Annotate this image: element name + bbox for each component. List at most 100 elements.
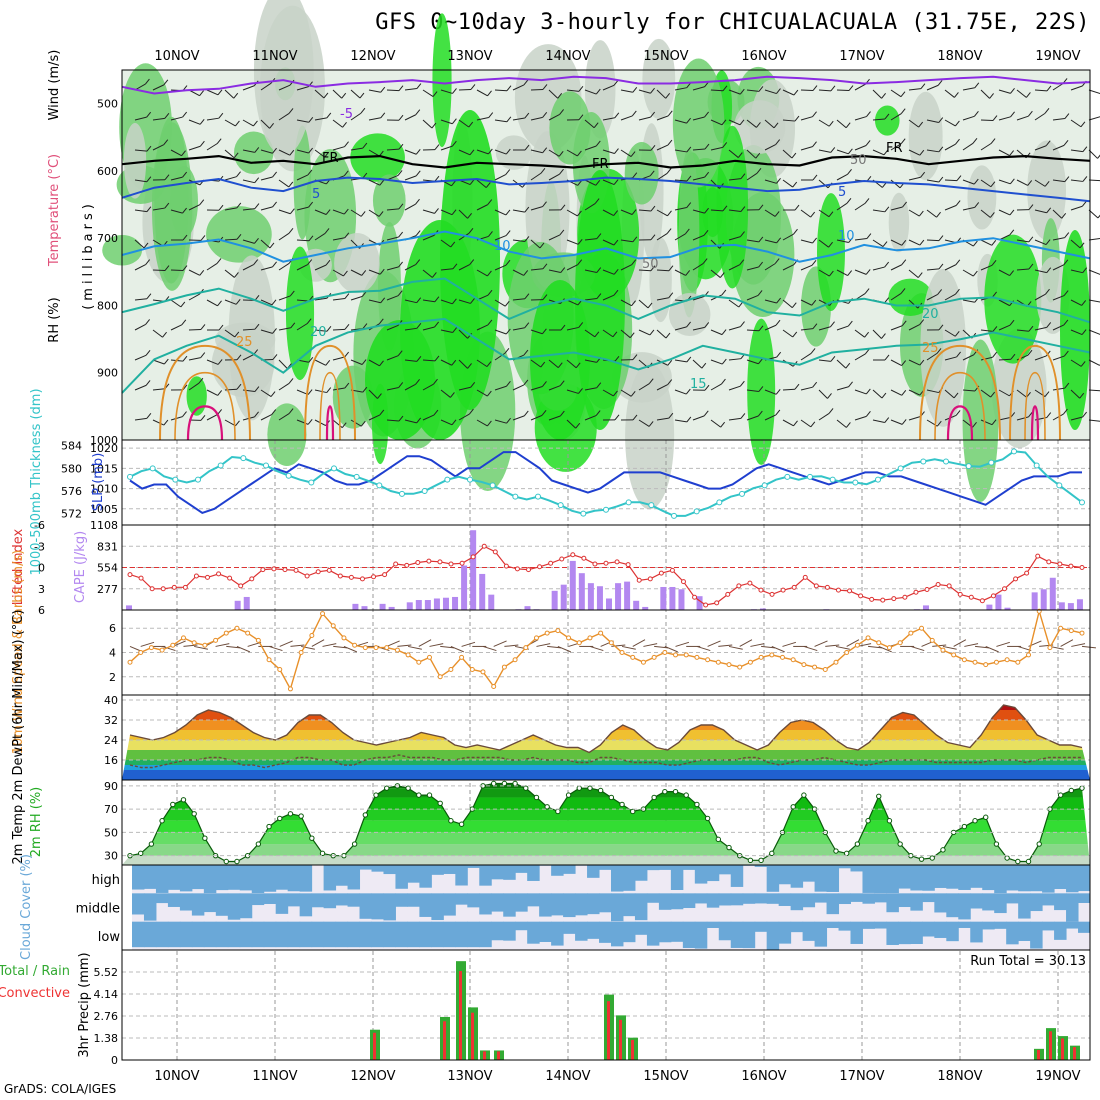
rh-patch xyxy=(920,268,967,427)
wind-barb-flag xyxy=(758,358,763,365)
lifted-marker xyxy=(127,572,133,578)
wind-marker xyxy=(448,667,454,672)
wind-barb xyxy=(134,239,145,249)
convective-bar xyxy=(619,1019,622,1060)
wind-barb-flag xyxy=(254,386,260,392)
wind-barb xyxy=(152,207,165,211)
wind-barb xyxy=(800,419,812,428)
thickness-marker xyxy=(240,455,247,462)
wind-barb-flag xyxy=(882,241,888,247)
cape-bar xyxy=(1004,607,1011,610)
wind-barb-flag xyxy=(812,323,818,329)
contour-label: FR xyxy=(886,141,903,156)
wind-barb xyxy=(566,209,578,217)
wind-barb-flag xyxy=(182,171,188,178)
wind-barb-flag xyxy=(791,152,797,159)
wind-barb xyxy=(854,329,865,338)
wind-barb xyxy=(674,87,687,91)
lifted-tick: -6 xyxy=(34,519,45,532)
lifted-marker xyxy=(614,559,620,565)
wind-barb-flag xyxy=(649,170,655,177)
top-day-label: 11NOV xyxy=(252,49,297,64)
wind-barb xyxy=(1070,239,1081,249)
wind-barb xyxy=(620,299,632,307)
wind-barb-flag xyxy=(397,170,403,176)
wind-barb xyxy=(224,419,236,427)
bottom-day-label: 18NOV xyxy=(937,1069,982,1084)
wind-barb xyxy=(314,89,325,99)
wind-barb-flag xyxy=(559,109,565,115)
temp-tick: 16 xyxy=(104,754,118,767)
wind-barb xyxy=(800,386,813,391)
wind-barb-flag xyxy=(362,172,368,179)
wind-marker xyxy=(148,645,154,651)
wind-barb xyxy=(1016,89,1027,98)
rh-patch xyxy=(495,135,533,170)
convective-bar xyxy=(631,1039,634,1060)
wind-barb-flag xyxy=(433,378,438,385)
wind-barb xyxy=(224,269,235,278)
wind-barb xyxy=(818,269,830,277)
wind-barb xyxy=(512,269,524,276)
wind-barb xyxy=(710,239,720,249)
wind-barb-flag xyxy=(200,352,206,358)
wind-barb xyxy=(386,148,400,151)
lifted-marker xyxy=(514,566,520,572)
wind-barb-flag xyxy=(830,147,836,153)
wind-barb-flag xyxy=(1046,85,1052,92)
wind-marker xyxy=(940,647,946,653)
wind-barb-flag xyxy=(434,144,440,150)
top-day-label: 15NOV xyxy=(643,49,688,64)
lifted-marker xyxy=(481,543,487,549)
wind-barb-flag xyxy=(236,202,242,209)
wind-tick: 2 xyxy=(109,671,116,684)
rh-marker xyxy=(704,815,711,822)
wind-barb xyxy=(926,119,939,124)
wind-barb-flag xyxy=(506,380,511,387)
wind-barb-flag xyxy=(254,203,260,209)
cloud-cell xyxy=(311,893,325,908)
wind-barb xyxy=(656,144,669,151)
wind-barb-flag xyxy=(881,392,887,399)
wind-barb xyxy=(980,179,992,188)
wind-barb-flag xyxy=(758,261,764,268)
wind-barb xyxy=(278,179,290,188)
wind-barb-flag xyxy=(541,328,547,335)
wind-barb-flag xyxy=(326,387,332,393)
cloud-cell xyxy=(503,921,516,941)
wind-barb-flag xyxy=(343,270,348,277)
wind-marker xyxy=(651,654,657,660)
cloud-cell xyxy=(323,921,337,948)
wind-barb-flag xyxy=(936,420,942,427)
wind-barb xyxy=(1052,209,1063,219)
wind-barb xyxy=(782,89,795,96)
isotherm-25 xyxy=(159,344,251,441)
rh-marker xyxy=(854,841,861,847)
wind-barb-flag xyxy=(216,258,222,264)
wind-barb xyxy=(332,419,343,429)
wind-barb-flag xyxy=(955,138,960,145)
cloud-cell xyxy=(419,865,432,888)
wind-barb xyxy=(440,329,453,333)
wind-barb-flag xyxy=(560,324,566,331)
top-day-label: 19NOV xyxy=(1035,49,1080,64)
cloud-cell xyxy=(670,893,684,910)
wind-barb xyxy=(656,209,668,217)
cloud-cell xyxy=(970,893,983,909)
wind-barb xyxy=(314,233,326,241)
bottom-day-label: 12NOV xyxy=(350,1069,395,1084)
wind-barb xyxy=(782,149,793,159)
cloud-cell xyxy=(730,921,744,948)
surface-barb xyxy=(632,639,646,647)
wind-barb xyxy=(458,264,470,271)
rh-marker xyxy=(170,801,176,808)
rh-marker xyxy=(362,812,369,818)
wind-barb xyxy=(728,358,741,361)
wind-barb xyxy=(1088,359,1100,366)
wind-barb xyxy=(170,116,183,121)
wind-barb-flag xyxy=(577,239,583,245)
wind-barb xyxy=(944,179,958,182)
run-total: Run Total = 30.13 xyxy=(970,954,1086,969)
slp-axis-label: SLP (mb) xyxy=(91,453,106,512)
rh-marker xyxy=(180,797,187,803)
